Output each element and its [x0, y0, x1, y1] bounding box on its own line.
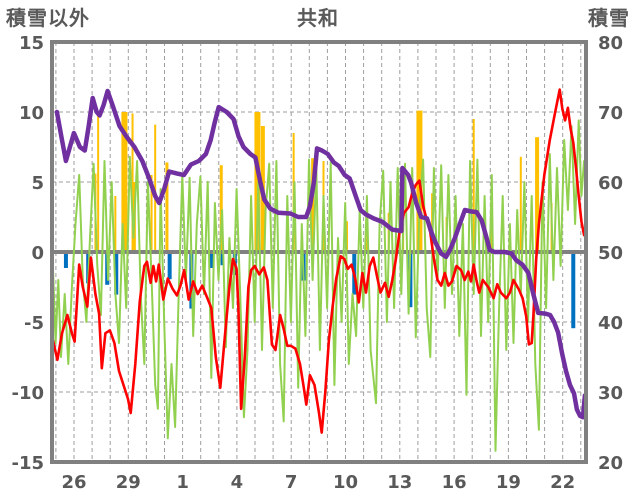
svg-text:20: 20: [598, 453, 623, 474]
svg-text:16: 16: [442, 472, 467, 493]
svg-text:10: 10: [19, 103, 44, 124]
svg-text:22: 22: [550, 472, 575, 493]
svg-text:70: 70: [598, 103, 623, 124]
svg-text:60: 60: [598, 173, 623, 194]
right-axis-title: 積雪: [588, 6, 630, 30]
chart-title: 共和: [297, 6, 339, 30]
svg-text:-5: -5: [24, 313, 44, 334]
svg-text:10: 10: [333, 472, 358, 493]
svg-text:0: 0: [31, 243, 44, 264]
red-line: [51, 88, 586, 434]
svg-text:-15: -15: [11, 453, 44, 474]
svg-text:29: 29: [116, 472, 141, 493]
left-axis-title: 積雪以外: [6, 6, 90, 30]
svg-text:13: 13: [387, 472, 412, 493]
x-axis-ticks: 26 29 1 4 7 10 13 16 19 22: [61, 472, 575, 493]
right-axis-ticks: 80 70 60 50 40 30 20: [598, 33, 623, 474]
svg-text:15: 15: [19, 33, 44, 54]
svg-text:-10: -10: [11, 383, 44, 404]
svg-text:40: 40: [598, 313, 623, 334]
svg-text:4: 4: [231, 472, 244, 493]
left-axis-ticks: 15 10 5 0 -5 -10 -15: [11, 33, 44, 474]
svg-text:1: 1: [176, 472, 189, 493]
svg-text:26: 26: [61, 472, 86, 493]
svg-text:80: 80: [598, 33, 623, 54]
svg-text:5: 5: [31, 173, 44, 194]
svg-text:50: 50: [598, 243, 623, 264]
svg-text:30: 30: [598, 383, 623, 404]
svg-text:19: 19: [496, 472, 521, 493]
svg-text:7: 7: [285, 472, 298, 493]
plot-border: [50, 40, 588, 464]
purple-line: [54, 88, 588, 420]
